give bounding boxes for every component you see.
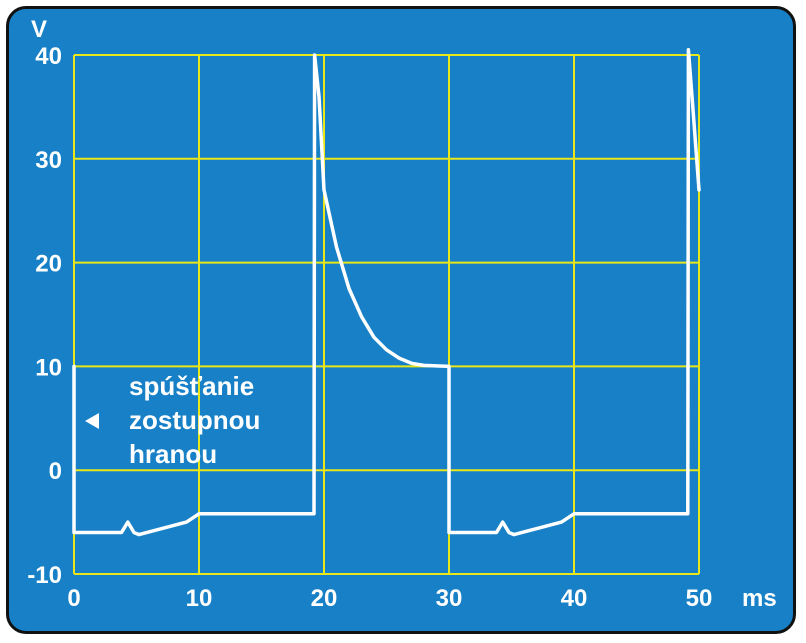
- x-tick-label: 30: [436, 585, 463, 612]
- grid: [73, 54, 700, 575]
- x-tick-label: 20: [311, 585, 338, 612]
- x-axis-unit: ms: [742, 585, 777, 612]
- voltage-trace: [72, 48, 701, 537]
- x-tick-label: 10: [186, 585, 213, 612]
- trigger-arrow-icon: [85, 413, 99, 429]
- x-tick-label: 40: [561, 585, 588, 612]
- x-tick-label: 50: [686, 585, 713, 612]
- y-axis-unit: V: [31, 16, 47, 43]
- x-tick-label: 0: [67, 585, 80, 612]
- y-tick-label: 40: [35, 43, 62, 70]
- annotation-line-2: zostupnou: [129, 405, 260, 435]
- y-tick-label: 20: [35, 251, 62, 278]
- y-tick-label: -10: [27, 562, 62, 589]
- y-tick-label: 10: [35, 354, 62, 381]
- oscilloscope-frame: 0 10 20 30 40 50 -10 0 10 20 30 40 V ms spúšťanie z…: [6, 6, 796, 634]
- annotation-line-1: spúšťanie: [129, 371, 254, 401]
- y-tick-label: 30: [35, 147, 62, 174]
- y-tick-label: 0: [49, 458, 62, 485]
- trace-layer: [72, 48, 701, 537]
- annotation-line-3: hranou: [129, 439, 217, 469]
